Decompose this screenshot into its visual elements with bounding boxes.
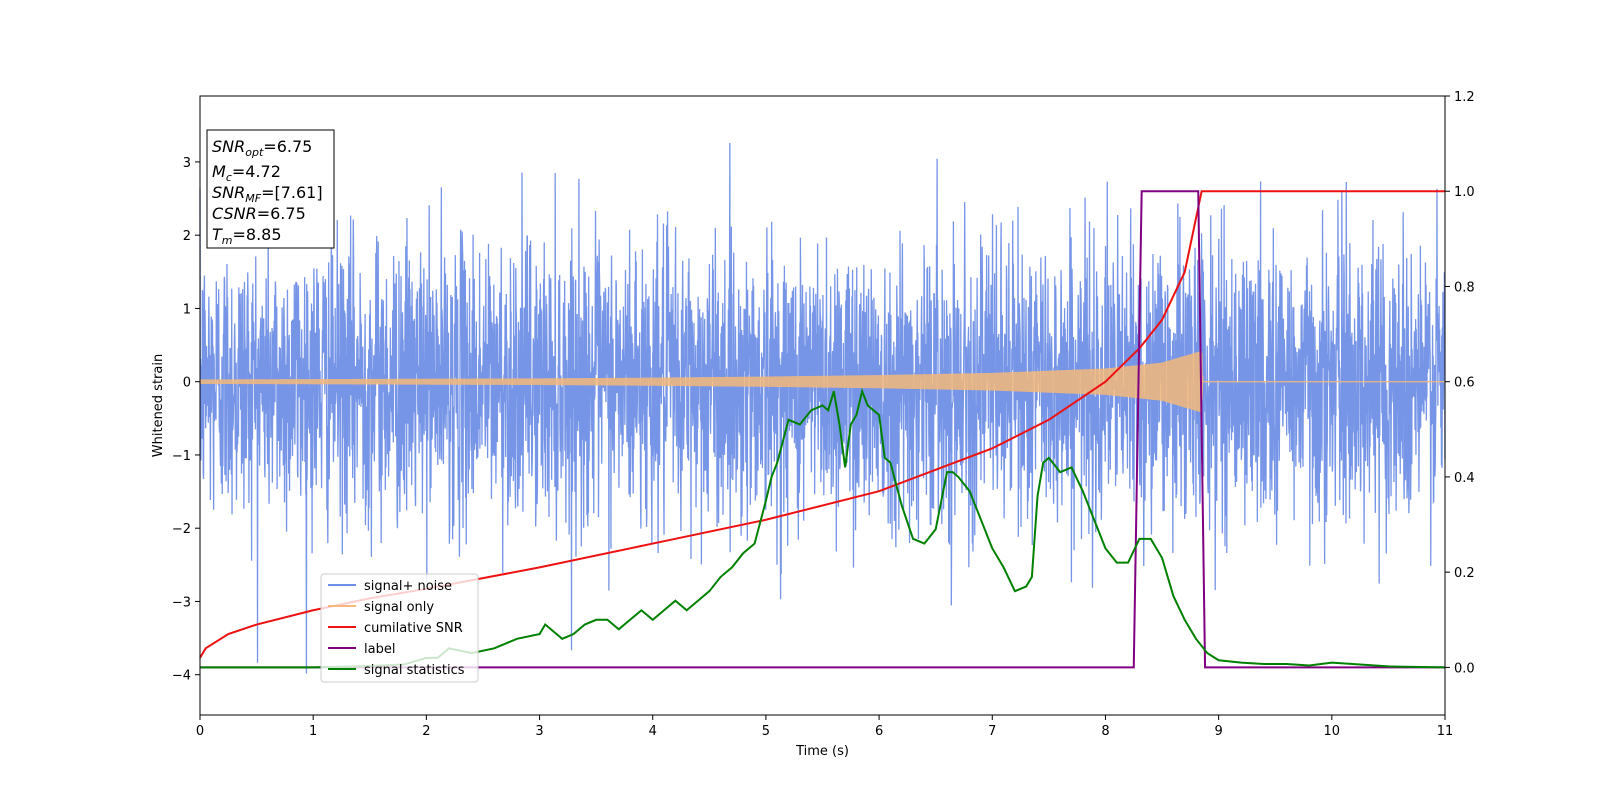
legend-frame (320, 573, 479, 683)
y2-tick-label: 0.4 (1454, 471, 1475, 486)
y-tick-label: 2 (183, 229, 191, 244)
x-tick-label: 1 (309, 724, 317, 739)
legend-item-signal-statistics: signal statistics (328, 663, 465, 678)
y-tick-label: −1 (172, 449, 191, 464)
legend-label: signal+ noise (364, 579, 452, 594)
series-cumulative-snr (199, 190, 1445, 659)
y-tick-label: −3 (172, 595, 191, 610)
legend-item-label: label (328, 642, 395, 657)
info-box-frame (206, 129, 335, 249)
y2-tick-label: 1.2 (1454, 90, 1475, 105)
legend-item-signal-only: signal only (328, 600, 434, 615)
series-signal-noise (199, 142, 1446, 674)
signal-noise-line (199, 142, 1446, 674)
signal-statistics-line (200, 387, 1446, 669)
series-signal-statistics (200, 387, 1446, 669)
y-tick-label: 1 (183, 302, 191, 317)
legend-item-cumulative-snr: cumilative SNR (328, 621, 463, 636)
x-tick-label: 0 (196, 724, 204, 739)
x-tick-label: 4 (649, 724, 657, 739)
x-axis-label: Time (s) (795, 744, 849, 759)
y-tick-label: −4 (172, 669, 191, 684)
info-mc: Mc=4.72 (212, 162, 281, 184)
x-tick-label: 7 (988, 724, 996, 739)
x-tick-label: 3 (535, 724, 543, 739)
y-axis-ticks: −4 −3 −2 −1 0 1 2 3 (172, 156, 200, 684)
x-tick-label: 5 (762, 724, 770, 739)
x-tick-label: 8 (1101, 724, 1109, 739)
y-tick-label: −2 (172, 522, 191, 537)
cumulative-snr-line (199, 190, 1445, 659)
legend: signal+ noise signal only cumilative SNR… (320, 573, 479, 683)
legend-label: signal statistics (364, 663, 465, 678)
x-tick-label: 10 (1324, 724, 1341, 739)
series-label (200, 190, 1445, 669)
label-line (200, 190, 1445, 669)
y-tick-label: 3 (183, 156, 191, 171)
info-csnr: CSNR=6.75 (212, 204, 306, 223)
info-tm: Tm=8.85 (212, 225, 282, 247)
y2-tick-label: 0.8 (1454, 280, 1475, 295)
legend-label: cumilative SNR (364, 621, 463, 636)
legend-item-signal-noise: signal+ noise (328, 579, 452, 594)
y2-tick-label: 1.0 (1454, 185, 1475, 200)
x-tick-label: 6 (875, 724, 883, 739)
y2-tick-label: 0.2 (1454, 566, 1475, 581)
info-box: SNRopt=6.75 Mc=4.72 SNRMF=[7.61] CSNR=6.… (206, 129, 335, 249)
y-tick-label: 0 (183, 376, 191, 391)
y2-tick-label: 0.0 (1454, 661, 1475, 676)
legend-label: label (364, 642, 395, 657)
info-snr-mf: SNRMF=[7.61] (212, 183, 323, 205)
info-snr-opt: SNRopt=6.75 (212, 137, 312, 159)
x-tick-label: 11 (1437, 724, 1454, 739)
y2-tick-label: 0.6 (1454, 376, 1475, 391)
x-tick-label: 2 (422, 724, 430, 739)
y-axis-label: Whitened strain (151, 354, 166, 457)
legend-label: signal only (364, 600, 434, 615)
x-tick-label: 9 (1214, 724, 1222, 739)
y2-axis-ticks: 0.0 0.2 0.4 0.6 0.8 1.0 1.2 (1445, 90, 1475, 676)
plot-frame (199, 95, 1446, 716)
series-signal-only (199, 351, 1445, 413)
x-axis-ticks: 0 1 2 3 4 5 6 7 8 9 10 11 (196, 715, 1453, 739)
signal-only-line (199, 351, 1445, 413)
